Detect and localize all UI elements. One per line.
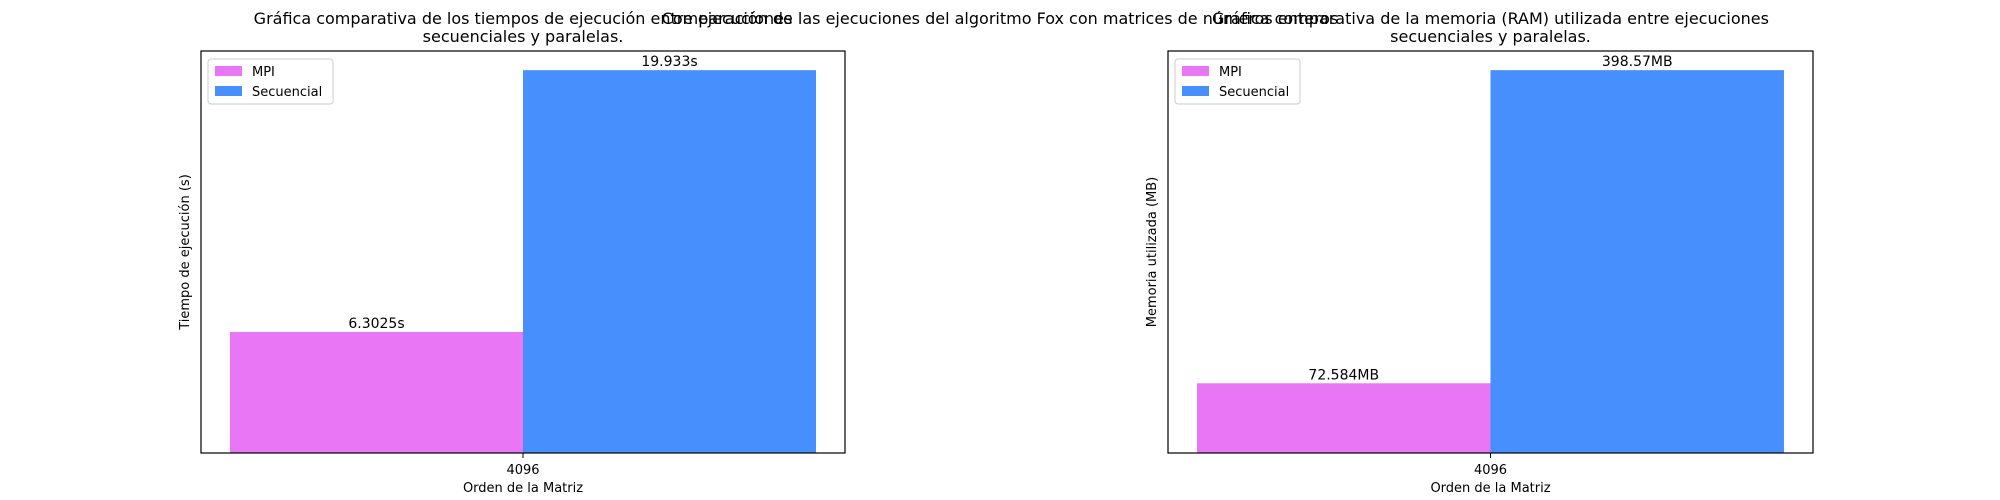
legend-swatch-secuencial — [215, 86, 242, 96]
x-tick-label: 4096 — [506, 463, 539, 478]
legend-label: MPI — [252, 65, 275, 80]
legend-swatch-mpi — [1182, 66, 1209, 76]
chart-title-line: Gráfica comparativa de la memoria (RAM) … — [1212, 9, 1769, 28]
legend-swatch-mpi — [215, 66, 242, 76]
y-axis-label: Tiempo de ejecución (s) — [178, 174, 193, 331]
bar-secuencial — [523, 70, 817, 453]
legend-swatch-secuencial — [1182, 86, 1209, 96]
figure-suptitle: Comparación de las ejecuciones del algor… — [662, 9, 1339, 28]
bar-secuencial — [1490, 70, 1784, 453]
bar-value-label: 6.3025s — [348, 316, 404, 332]
x-tick-label: 4096 — [1474, 463, 1507, 478]
bar-value-label: 72.584MB — [1308, 367, 1379, 383]
plot-frame — [1167, 50, 1814, 454]
bar-mpi — [1197, 383, 1491, 453]
bar-value-label: 19.933s — [641, 54, 697, 70]
x-axis-label: Orden de la Matriz — [1430, 481, 1550, 496]
y-axis-label: Memoria utilizada (MB) — [1145, 177, 1160, 327]
chart-title-line: secuenciales y paralelas. — [423, 27, 624, 46]
bar-mpi — [229, 331, 524, 453]
bar-value-label: 398.57MB — [1602, 54, 1673, 70]
legend-label: MPI — [1219, 65, 1242, 80]
chart-title-line: secuenciales y paralelas. — [1390, 27, 1591, 46]
legend-label: Secuencial — [1219, 85, 1289, 100]
x-axis-label: Orden de la Matriz — [463, 481, 583, 496]
chart-execution-time: Gráfica comparativa de los tiempos de ej… — [178, 9, 846, 496]
chart-memory-usage: Gráfica comparativa de la memoria (RAM) … — [1145, 9, 1814, 496]
chart-title-line: Gráfica comparativa de los tiempos de ej… — [254, 9, 793, 28]
legend-label: Secuencial — [252, 85, 322, 100]
plot-frame — [200, 50, 846, 454]
